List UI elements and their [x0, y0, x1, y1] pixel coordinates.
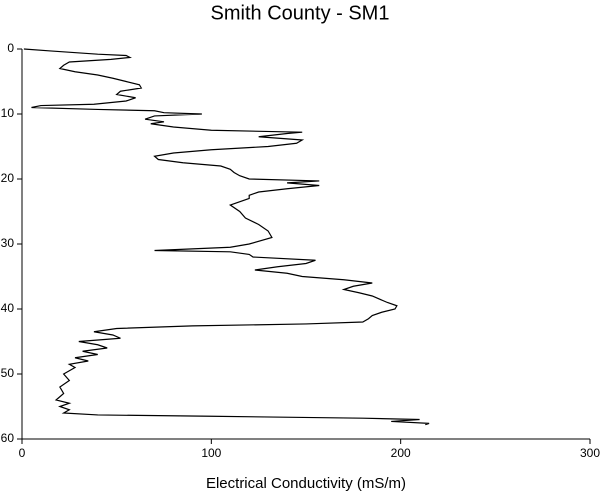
profile-line [23, 48, 430, 426]
x-tick-label: 0 [19, 446, 26, 460]
y-tick-label: 50 [1, 366, 15, 380]
y-tick-label: 30 [1, 236, 15, 250]
x-tick-label: 200 [391, 446, 411, 460]
y-tick-label: 60 [1, 431, 15, 445]
y-tick-label: 40 [1, 301, 15, 315]
y-tick-label: 20 [1, 171, 15, 185]
chart-title: Smith County - SM1 [211, 2, 390, 24]
x-tick-label: 100 [201, 446, 221, 460]
y-tick-label: 0 [7, 41, 14, 55]
y-tick-label: 10 [1, 106, 15, 120]
x-axis-label: Electrical Conductivity (mS/m) [206, 475, 406, 492]
x-tick-label: 300 [580, 446, 600, 460]
